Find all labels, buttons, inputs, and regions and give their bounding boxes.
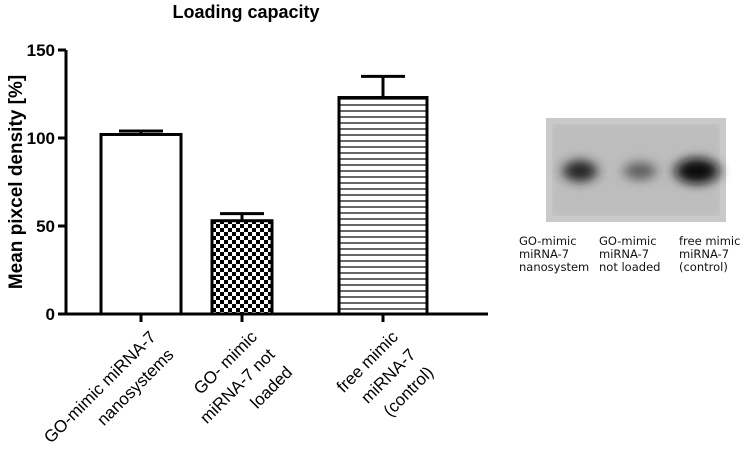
- x-tick-label: GO-mimic miRNA-7nanosystems: [40, 327, 177, 463]
- error-bar: [361, 74, 405, 98]
- y-axis-label: Mean pixcel density [%]: [6, 75, 27, 289]
- blot-lane-label-line: not loaded: [599, 260, 660, 274]
- blot-lane-label: free mimic miRNA-7 (control): [679, 234, 740, 274]
- bar: [99, 132, 183, 316]
- blot-lane-label-line: GO-mimic: [599, 234, 657, 248]
- x-tick-labels: GO-mimic miRNA-7nanosystems GO- mimicmiRN…: [40, 327, 438, 463]
- y-axis: 0 50 100 150: [27, 41, 68, 324]
- blot-band: [675, 158, 719, 184]
- x-axis: [66, 312, 488, 322]
- blot-band: [624, 162, 656, 180]
- blot-lane-label-line: free mimic: [679, 234, 740, 248]
- chart-title: Loading capacity: [172, 2, 319, 22]
- bar: [210, 219, 274, 316]
- error-bar: [119, 129, 163, 135]
- y-tick-label: 100: [27, 129, 55, 148]
- bar: [337, 96, 429, 316]
- blot-lane-label: GO-mimic miRNA-7 nanosystem: [519, 234, 589, 274]
- blot-lane-label-line: GO-mimic: [519, 234, 577, 248]
- blot-lane-label: GO-mimic miRNA-7 not loaded: [599, 234, 660, 274]
- error-bars: [119, 74, 405, 221]
- blot-lane-label-line: nanosystem: [519, 260, 589, 274]
- blot-band: [563, 160, 597, 182]
- y-tick-label: 0: [46, 305, 55, 324]
- error-bar: [220, 212, 264, 221]
- x-tick-label: free mimicmiRNA-7(control): [333, 327, 438, 432]
- y-tick-label: 50: [36, 217, 55, 236]
- y-tick-label: 150: [27, 41, 55, 60]
- blot-lane-label-line: miRNA-7: [519, 247, 569, 261]
- x-tick-label: GO- mimicmiRNA-7 notloaded: [179, 327, 297, 445]
- blot-lane-label-line: miRNA-7: [599, 247, 649, 261]
- blot-lane-label-line: miRNA-7: [679, 247, 729, 261]
- blot-bands: [563, 158, 719, 184]
- blot-lane-label-line: (control): [679, 260, 728, 274]
